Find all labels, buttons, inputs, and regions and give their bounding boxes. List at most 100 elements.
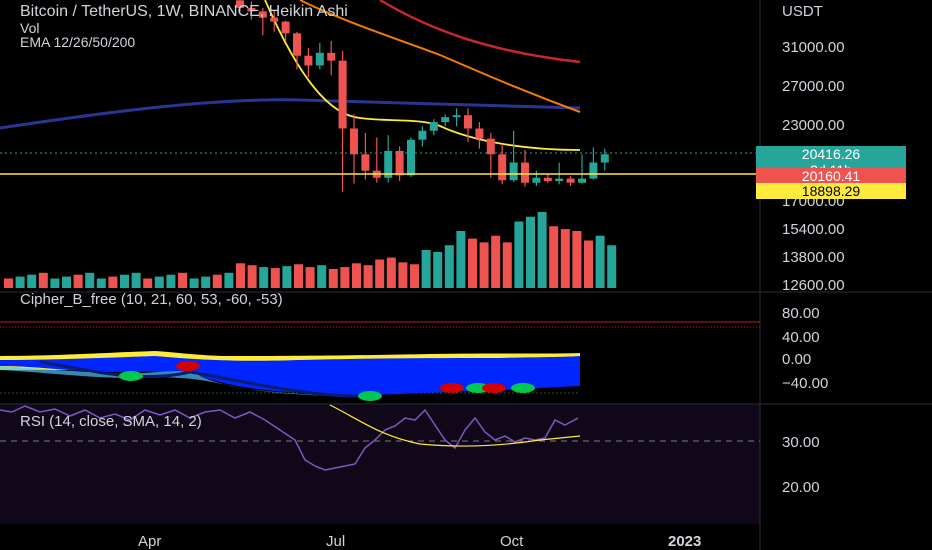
candle-body [441, 117, 450, 123]
price-axis-tick: 13800.00 [782, 249, 845, 266]
volume-bar [96, 278, 106, 288]
volume-bar [456, 231, 466, 288]
volume-bar [85, 272, 95, 288]
cipher-wave-light [0, 366, 330, 396]
volume-bar [73, 274, 83, 288]
volume-bar [398, 262, 408, 288]
candle-body [338, 60, 347, 129]
time-axis-label: Apr [138, 533, 161, 550]
volume-bar [305, 267, 315, 288]
candle-body [281, 21, 290, 34]
cipher-sell-dot [176, 361, 200, 371]
candle-body [327, 52, 336, 61]
cipher-mf-line [39, 360, 361, 398]
chart-title[interactable]: Bitcoin / TetherUS, 1W, BINANCE, Heikin … [20, 3, 348, 20]
candle-body [464, 115, 472, 129]
candle-body [429, 122, 438, 131]
cipher-buy-dot [358, 391, 382, 401]
volume-bar [584, 240, 593, 288]
ema-200-line [0, 98, 581, 130]
volume-bar [410, 264, 419, 288]
volume-bars [4, 212, 617, 288]
candle-body [350, 128, 358, 155]
volume-bar [15, 276, 25, 288]
candle-body [566, 178, 575, 183]
candle-body [486, 138, 495, 155]
volume-bar [212, 274, 222, 288]
candle-body [258, 11, 267, 18]
price-axis-tick: 23000.00 [782, 117, 845, 134]
cipher-buy-dot [119, 371, 143, 381]
volume-bar [537, 212, 547, 288]
volume-bar [526, 216, 535, 288]
volume-bar [352, 263, 361, 288]
cipher-signal-dots [119, 361, 535, 401]
candle-body [521, 162, 529, 183]
volume-bar [549, 226, 559, 288]
candle-body [452, 115, 461, 118]
rsi-line [0, 405, 579, 471]
volume-legend[interactable]: Vol [20, 20, 40, 36]
volume-bar [363, 265, 373, 288]
volume-bar [50, 278, 60, 288]
last-price-value: 20416.26 [801, 146, 861, 162]
cipher-legend[interactable]: Cipher_B_free (10, 21, 60, 53, -60, -53) [20, 291, 283, 308]
volume-bar [236, 263, 245, 288]
volume-bar [514, 221, 524, 288]
candle-body [600, 154, 609, 163]
price-axis-tick: 12600.00 [782, 277, 845, 294]
price-axis-tick: 27000.00 [782, 78, 845, 95]
ema-26-line [299, 0, 581, 113]
volume-bar [386, 257, 396, 288]
volume-bar [270, 268, 280, 288]
ema-50-line [379, 0, 581, 64]
candle-body [543, 177, 552, 182]
candle-body [315, 52, 324, 66]
volume-bar [479, 242, 489, 288]
volume-bar [131, 272, 141, 288]
volume-bar [595, 235, 605, 288]
price-axis-tick: 15400.00 [782, 221, 845, 238]
volume-bar [108, 276, 118, 288]
candle-body [407, 139, 415, 176]
candle-body [589, 162, 598, 179]
cipher-axis-tick: 40.00 [782, 329, 820, 346]
volume-bar [444, 245, 454, 288]
candle-body [361, 154, 370, 171]
volume-bar [62, 276, 71, 288]
volume-bar [433, 251, 443, 288]
rsi-sma-line [329, 404, 581, 447]
candle-body [509, 162, 518, 181]
ema-legend[interactable]: EMA 12/26/50/200 [20, 34, 136, 50]
volume-bar [560, 229, 570, 288]
candle-body [555, 178, 564, 182]
volume-bar [27, 274, 37, 288]
time-axis-label: Oct [500, 533, 524, 550]
cipher-axis-tick: 0.00 [782, 351, 811, 368]
rsi-axis-tick: 20.00 [782, 479, 820, 496]
volume-bar [375, 259, 385, 288]
rsi-axis-tick: 30.00 [782, 434, 820, 451]
volume-bar [38, 272, 48, 288]
volume-bar [166, 274, 176, 288]
volume-bar [154, 276, 164, 288]
candle-body [293, 33, 301, 56]
time-axis-label: Jul [326, 533, 345, 550]
rsi-pane-bg [0, 404, 760, 524]
cipher-sell-dot [440, 383, 464, 393]
volume-bar [120, 274, 129, 288]
volume-bar [143, 278, 153, 288]
volume-bar [502, 242, 512, 288]
level-tag-2: 18898.29 [756, 183, 906, 199]
cipher-sell-dot [482, 383, 506, 393]
cipher-axis-tick: −40.00 [782, 375, 828, 392]
volume-bar [4, 278, 13, 288]
rsi-legend[interactable]: RSI (14, close, SMA, 14, 2) [20, 413, 202, 430]
volume-bar [178, 272, 187, 288]
volume-bar [572, 231, 582, 288]
volume-bar [317, 265, 327, 288]
volume-bar [259, 267, 269, 288]
candle-body [304, 55, 313, 66]
volume-bar [247, 265, 257, 288]
